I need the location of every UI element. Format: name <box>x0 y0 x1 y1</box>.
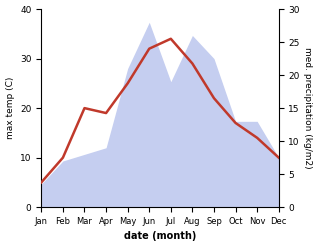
Y-axis label: max temp (C): max temp (C) <box>5 77 15 139</box>
Y-axis label: med. precipitation (kg/m2): med. precipitation (kg/m2) <box>303 47 313 169</box>
X-axis label: date (month): date (month) <box>124 231 196 242</box>
